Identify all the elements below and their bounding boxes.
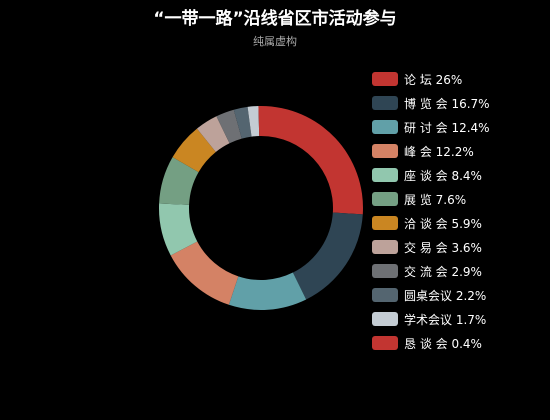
donut-slice[interactable] <box>170 241 239 305</box>
legend-swatch <box>372 336 398 350</box>
legend-swatch <box>372 264 398 278</box>
legend-label: 研 讨 会 12.4% <box>404 120 490 135</box>
donut-slice[interactable] <box>233 106 252 139</box>
legend-label: 洽 谈 会 5.9% <box>404 216 482 231</box>
legend: 论 坛 26% 博 览 会 16.7% 研 讨 会 12.4% 峰 会 12.2% 座 … <box>372 67 490 355</box>
donut-slice[interactable] <box>172 128 216 173</box>
legend-label: 峰 会 12.2% <box>404 144 474 159</box>
legend-item[interactable]: 学术会议 1.7% <box>372 307 490 331</box>
donut-slice[interactable] <box>159 157 199 205</box>
legend-label: 座 谈 会 8.4% <box>404 168 482 183</box>
donut-slice[interactable] <box>196 116 230 152</box>
donut-slice[interactable] <box>247 106 260 137</box>
donut-slice[interactable] <box>228 272 307 311</box>
legend-label: 展 览 7.6% <box>404 192 467 207</box>
legend-label: 交 流 会 2.9% <box>404 264 482 279</box>
donut-slice[interactable] <box>258 106 261 137</box>
donut-slice[interactable] <box>292 212 363 300</box>
legend-swatch <box>372 216 398 230</box>
legend-label: 学术会议 1.7% <box>404 312 487 327</box>
chart-title: “一带一路”沿线省区市活动参与 <box>153 9 397 29</box>
legend-item[interactable]: 交 易 会 3.6% <box>372 235 490 259</box>
legend-label: 论 坛 26% <box>404 72 463 87</box>
legend-item[interactable]: 座 谈 会 8.4% <box>372 163 490 187</box>
chart-subtitle: 纯属虚构 <box>253 35 297 48</box>
legend-item[interactable]: 博 览 会 16.7% <box>372 91 490 115</box>
legend-item[interactable]: 峰 会 12.2% <box>372 139 490 163</box>
legend-item[interactable]: 交 流 会 2.9% <box>372 259 490 283</box>
legend-label: 恳 谈 会 0.4% <box>404 336 482 351</box>
legend-swatch <box>372 96 398 110</box>
legend-item[interactable]: 研 讨 会 12.4% <box>372 115 490 139</box>
donut-slices <box>159 106 363 311</box>
legend-item[interactable]: 圆桌会议 2.2% <box>372 283 490 307</box>
legend-swatch <box>372 72 398 86</box>
legend-swatch <box>372 168 398 182</box>
legend-swatch <box>372 288 398 302</box>
donut-slice[interactable] <box>159 203 198 256</box>
legend-item[interactable]: 展 览 7.6% <box>372 187 490 211</box>
legend-label: 博 览 会 16.7% <box>404 96 490 111</box>
donut-slice[interactable] <box>261 106 363 215</box>
legend-label: 圆桌会议 2.2% <box>404 288 487 303</box>
legend-swatch <box>372 192 398 206</box>
legend-item[interactable]: 洽 谈 会 5.9% <box>372 211 490 235</box>
donut-slice[interactable] <box>216 109 242 144</box>
legend-label: 交 易 会 3.6% <box>404 240 482 255</box>
legend-item[interactable]: 论 坛 26% <box>372 67 490 91</box>
legend-item[interactable]: 恳 谈 会 0.4% <box>372 331 490 355</box>
legend-swatch <box>372 120 398 134</box>
legend-swatch <box>372 144 398 158</box>
legend-swatch <box>372 240 398 254</box>
legend-swatch <box>372 312 398 326</box>
